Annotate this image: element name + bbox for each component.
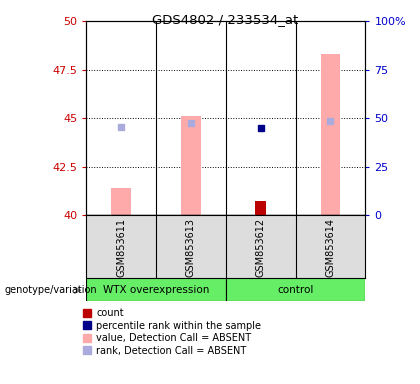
Bar — [226, 278, 365, 301]
Bar — [321, 54, 340, 215]
Text: GSM853611: GSM853611 — [116, 218, 126, 277]
Bar — [255, 201, 266, 215]
Text: GSM853612: GSM853612 — [256, 218, 266, 277]
Text: GDS4802 / 233534_at: GDS4802 / 233534_at — [152, 13, 298, 26]
Legend: count, percentile rank within the sample, value, Detection Call = ABSENT, rank, : count, percentile rank within the sample… — [83, 308, 261, 356]
Bar — [181, 116, 201, 215]
Bar — [86, 278, 226, 301]
Bar — [111, 188, 131, 215]
Text: control: control — [277, 285, 314, 295]
Text: GSM853614: GSM853614 — [326, 218, 336, 277]
Text: genotype/variation: genotype/variation — [4, 285, 97, 295]
Text: GSM853613: GSM853613 — [186, 218, 196, 277]
Text: WTX overexpression: WTX overexpression — [103, 285, 209, 295]
